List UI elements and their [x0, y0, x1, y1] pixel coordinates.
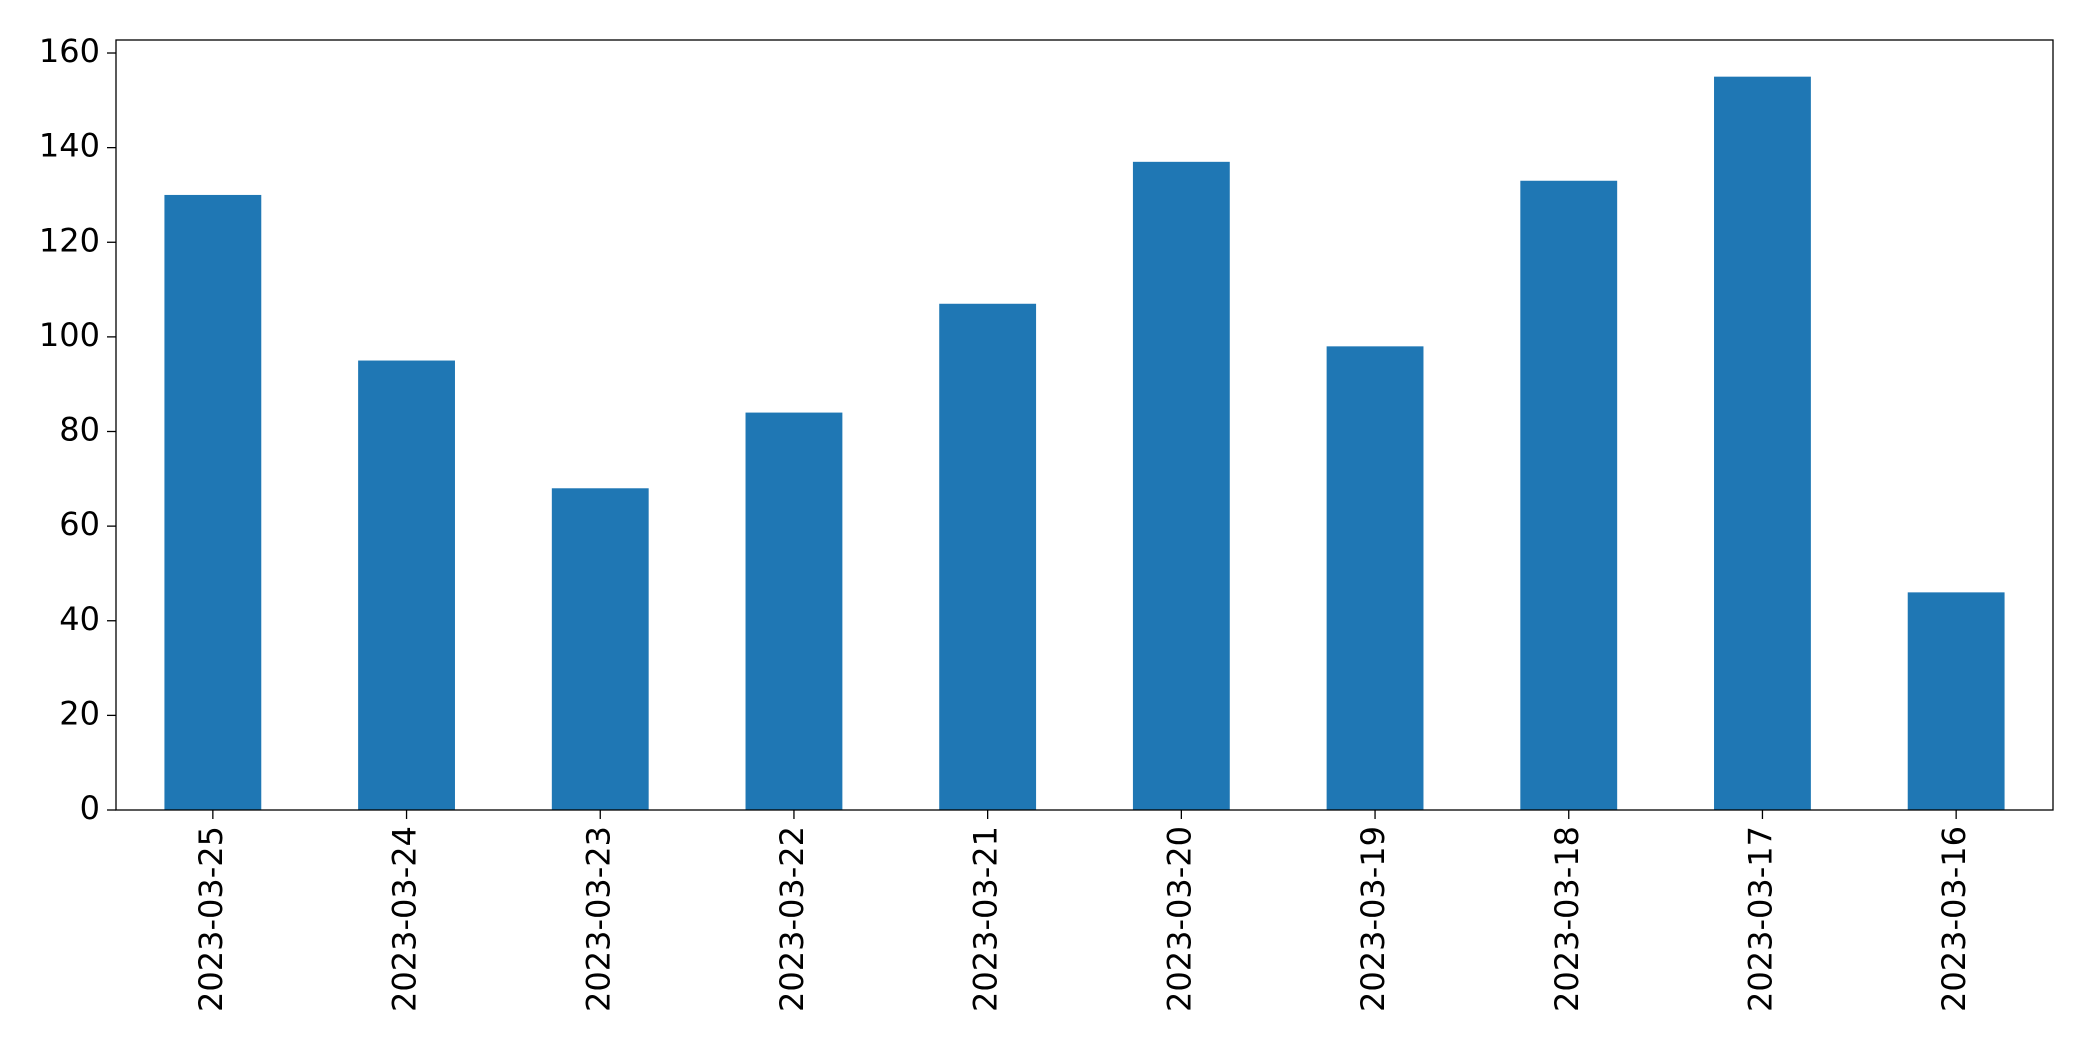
bar: [164, 194, 262, 811]
plot-frame: [115, 39, 2054, 811]
y-tick-label: 40: [59, 600, 100, 638]
y-tick-label: 120: [39, 221, 100, 259]
bar: [939, 303, 1037, 810]
x-tick-label: 2023-03-19: [1354, 826, 1392, 1012]
x-tick-label: 2023-03-16: [1935, 826, 1973, 1012]
bar: [1132, 161, 1230, 811]
bar: [1714, 76, 1811, 810]
y-tick-label: 20: [59, 694, 100, 732]
y-tick-label: 80: [59, 411, 100, 449]
x-tick-label: 2023-03-21: [967, 826, 1005, 1012]
x-tick-label: 2023-03-18: [1548, 826, 1586, 1012]
bar: [1326, 346, 1424, 810]
x-tick-label: 2023-03-25: [192, 826, 230, 1012]
x-tick-label: 2023-03-22: [773, 826, 811, 1012]
bar: [551, 488, 649, 810]
bar: [1907, 592, 2005, 810]
bar: [358, 360, 455, 810]
x-tick-label: 2023-03-20: [1160, 826, 1198, 1012]
y-tick-label: 60: [59, 505, 100, 543]
y-tick-label: 0: [80, 789, 100, 827]
x-tick-label: 2023-03-23: [579, 826, 617, 1012]
y-tick-label: 140: [39, 127, 100, 165]
x-tick-label: 2023-03-17: [1741, 826, 1779, 1012]
bar: [745, 412, 843, 810]
y-tick-label: 160: [39, 32, 100, 70]
y-tick-label: 100: [39, 316, 100, 354]
x-tick-label: 2023-03-24: [386, 826, 424, 1012]
bar: [1520, 180, 1618, 810]
